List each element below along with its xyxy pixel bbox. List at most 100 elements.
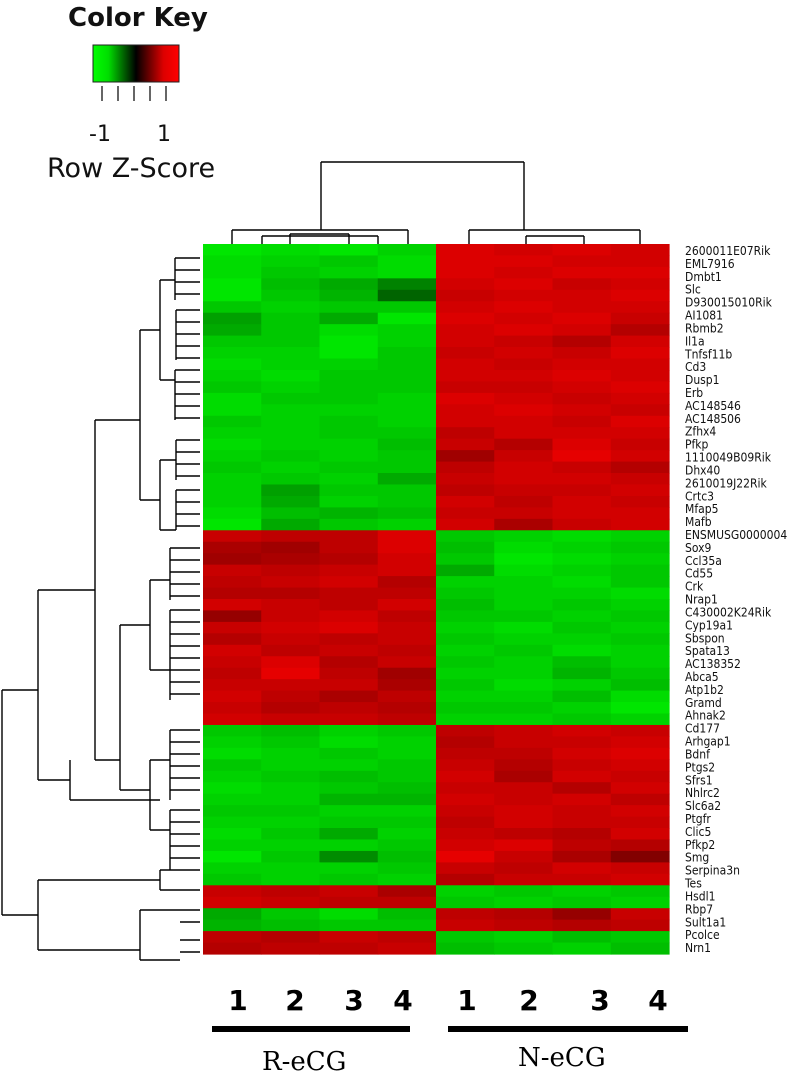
heatmap-cell <box>436 392 495 405</box>
heatmap-cell <box>319 541 379 554</box>
heatmap-cell <box>610 312 670 325</box>
heatmap-cell <box>610 495 670 508</box>
heatmap-cell <box>261 633 321 646</box>
heatmap-cell <box>552 862 612 875</box>
heatmap-cell <box>203 358 262 371</box>
heatmap-cell <box>261 427 321 440</box>
heatmap-cell <box>610 793 670 806</box>
heatmap-cell <box>319 713 379 726</box>
heatmap-cell <box>436 747 495 760</box>
heatmap-cell <box>319 530 379 543</box>
heatmap-cell <box>494 564 554 577</box>
heatmap-cell <box>377 335 437 348</box>
heatmap-cell <box>261 839 321 852</box>
heatmap-cell <box>552 850 612 863</box>
heatmap-cell <box>494 747 554 760</box>
row-label: Abca5 <box>685 670 719 684</box>
heatmap-cell <box>261 919 321 932</box>
heatmap-cell <box>203 896 262 909</box>
heatmap-cell <box>552 278 612 291</box>
heatmap-cell <box>552 633 612 646</box>
heatmap-cell <box>494 587 554 600</box>
heatmap-cell <box>261 369 321 383</box>
heatmap-cell <box>261 713 321 726</box>
heatmap-cell <box>319 427 379 440</box>
heatmap-cell <box>377 873 437 886</box>
row-label: ENSMUSG00000046802 <box>685 528 788 542</box>
heatmap-cell <box>203 301 262 314</box>
heatmap-cell <box>610 885 670 898</box>
heatmap-cell <box>319 518 379 531</box>
row-label: Mfap5 <box>685 502 718 516</box>
heatmap-cell <box>319 862 379 875</box>
row-label: Tnfsf11b <box>684 347 732 361</box>
heatmap-cell <box>203 553 262 566</box>
heatmap-cell <box>261 450 321 463</box>
heatmap-cell <box>552 702 612 715</box>
heatmap-cell <box>552 610 612 623</box>
heatmap-cell <box>436 278 495 291</box>
heatmap-cell <box>261 381 321 394</box>
heatmap-cell <box>494 656 554 669</box>
heatmap-cell <box>319 805 379 818</box>
heatmap-cell <box>203 656 262 669</box>
color-key-title: Color Key <box>68 3 208 33</box>
heatmap-cell <box>436 942 495 955</box>
heatmap-cell <box>436 541 495 554</box>
heatmap-cell <box>552 564 612 577</box>
column-label: 3 <box>344 984 363 1017</box>
heatmap-cell <box>494 266 554 279</box>
heatmap-cell <box>377 564 437 577</box>
heatmap-cell <box>203 530 262 543</box>
heatmap-cell <box>377 850 437 863</box>
row-label: Hsdl1 <box>685 889 715 903</box>
heatmap-cell <box>494 404 554 417</box>
heatmap-cell <box>377 392 437 405</box>
row-label: 1110049B09Rik <box>685 451 772 465</box>
row-label: Crtc3 <box>685 489 714 503</box>
heatmap-cell <box>377 759 437 772</box>
column-label: 4 <box>648 984 667 1017</box>
heatmap-cell <box>319 736 379 749</box>
heatmap-cell <box>610 392 670 405</box>
heatmap-cell <box>436 656 495 669</box>
heatmap-cell <box>377 633 437 646</box>
color-key-ticks <box>101 86 167 101</box>
heatmap-cell <box>319 644 379 657</box>
heatmap-cell <box>319 885 379 898</box>
heatmap-cell <box>494 347 554 360</box>
heatmap-cell <box>319 301 379 314</box>
heatmap-cell <box>552 713 612 726</box>
heatmap-cell <box>610 415 670 428</box>
row-label: Bdnf <box>685 747 711 761</box>
row-label: Dusp1 <box>685 373 720 387</box>
heatmap-cell <box>203 919 262 932</box>
heatmap-cell <box>610 736 670 749</box>
heatmap-cell <box>436 312 495 325</box>
heatmap-cell <box>261 553 321 566</box>
row-label: Ptgfr <box>685 812 711 826</box>
heatmap-cell <box>203 381 262 394</box>
heatmap-cell <box>552 736 612 749</box>
heatmap-cell <box>494 381 554 394</box>
heatmap-cell <box>203 736 262 749</box>
heatmap-cell <box>261 289 321 302</box>
heatmap-cell <box>261 278 321 291</box>
row-label: Tes <box>684 877 702 891</box>
heatmap-cell <box>610 770 670 783</box>
heatmap-cell <box>319 576 379 589</box>
heatmap-cell <box>436 850 495 863</box>
row-label: Erb <box>685 386 703 400</box>
heatmap-cell <box>203 816 262 829</box>
heatmap-cell <box>610 942 670 955</box>
heatmap-cell <box>494 495 554 508</box>
heatmap-cell <box>436 358 495 371</box>
heatmap-cell <box>319 484 379 497</box>
heatmap-cell <box>610 438 670 451</box>
heatmap-cell <box>552 507 612 520</box>
heatmap-cell <box>377 518 437 531</box>
row-label: 2600011E07Rik <box>685 244 771 258</box>
heatmap-cell <box>610 610 670 623</box>
heatmap-cell <box>203 404 262 417</box>
